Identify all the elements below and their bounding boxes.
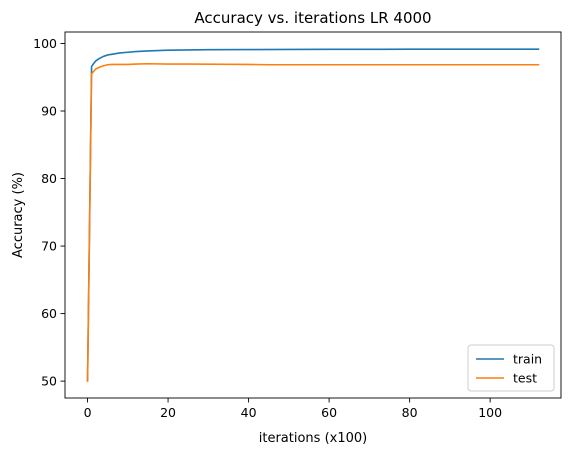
y-tick-label: 50: [41, 374, 57, 389]
x-axis: 0 20 40 60 80 100: [84, 398, 502, 420]
plot-frame: [64, 31, 562, 399]
x-tick-label: 0: [84, 405, 92, 420]
series-line-test: [86, 62, 540, 382]
x-tick-label: 80: [402, 405, 418, 420]
legend-label-train: train: [513, 352, 542, 367]
x-tick-label: 60: [321, 405, 337, 420]
y-tick-label: 90: [41, 104, 57, 119]
x-tick-label: 100: [478, 405, 502, 420]
legend-label-test: test: [513, 371, 537, 386]
chart-title: Accuracy vs. iterations LR 4000: [194, 9, 431, 27]
y-axis-label: Accuracy (%): [11, 172, 26, 258]
y-tick-label: 100: [33, 36, 57, 51]
y-axis: 50 60 70 80 90 100: [33, 36, 65, 389]
y-tick-label: 70: [41, 239, 57, 254]
plot-area: [64, 31, 562, 399]
x-tick-label: 20: [160, 405, 176, 420]
y-tick-label: 60: [41, 306, 57, 321]
legend-box: [467, 344, 555, 392]
legend: train test: [467, 344, 555, 392]
y-tick-label: 80: [41, 171, 57, 186]
x-tick-label: 40: [241, 405, 257, 420]
series-line-train: [86, 48, 540, 382]
x-axis-label: iterations (x100): [259, 431, 367, 446]
